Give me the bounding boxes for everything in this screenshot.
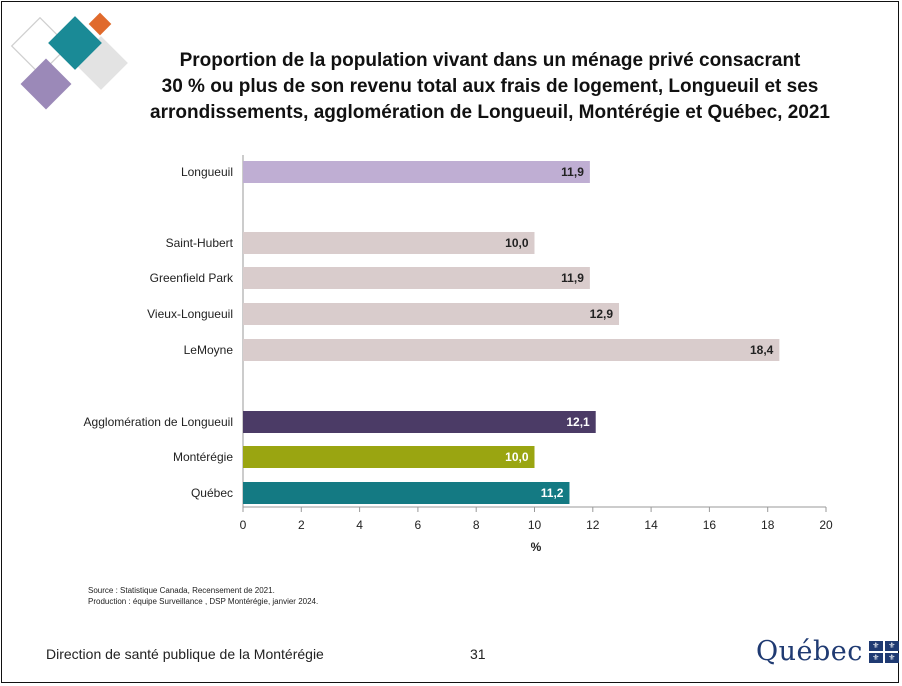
chart-notes: Source : Statistique Canada, Recensement… xyxy=(88,585,318,607)
bar xyxy=(243,232,535,254)
bar xyxy=(243,411,596,433)
x-tick-label: 12 xyxy=(586,518,600,532)
chart-title: Proportion de la population vivant dans … xyxy=(110,48,870,126)
diamond-outline-icon xyxy=(10,16,70,76)
x-tick-label: 0 xyxy=(240,518,247,532)
x-tick-label: 10 xyxy=(528,518,542,532)
quebec-logo-text: Québec xyxy=(756,636,863,667)
category-label: Québec xyxy=(191,486,233,500)
source-note: Source : Statistique Canada, Recensement… xyxy=(88,586,275,595)
x-tick-label: 14 xyxy=(644,518,658,532)
data-label: 12,9 xyxy=(590,307,614,321)
fleur-de-lis-icon: ⚜ xyxy=(868,640,883,651)
x-tick-label: 20 xyxy=(819,518,833,532)
bar xyxy=(243,267,590,289)
footer-organization: Direction de santé publique de la Montér… xyxy=(46,646,324,662)
x-tick-label: 8 xyxy=(473,518,480,532)
data-label: 12,1 xyxy=(566,415,590,429)
x-tick-label: 18 xyxy=(761,518,775,532)
fleur-de-lis-icon: ⚜ xyxy=(868,652,883,663)
data-label: 11,9 xyxy=(561,165,584,179)
page-number: 31 xyxy=(470,646,486,662)
x-tick-label: 16 xyxy=(703,518,717,532)
x-tick-label: 6 xyxy=(415,518,422,532)
bar xyxy=(243,446,535,468)
fleur-de-lis-flag-icon: ⚜ ⚜ ⚜ ⚜ xyxy=(868,640,899,663)
quebec-logo: Québec ⚜ ⚜ ⚜ ⚜ xyxy=(756,636,899,667)
category-label: Vieux-Longueuil xyxy=(147,307,233,321)
diamond-teal-icon xyxy=(48,16,102,70)
data-label: 10,0 xyxy=(505,450,529,464)
diamond-purple-icon xyxy=(20,58,72,110)
title-line-2: 30 % ou plus de son revenu total aux fra… xyxy=(161,76,819,97)
category-label: Longueuil xyxy=(181,165,233,179)
bar xyxy=(243,339,780,361)
x-tick-label: 2 xyxy=(298,518,305,532)
title-line-3: arrondissements, agglomération de Longue… xyxy=(150,102,830,123)
x-axis-title: % xyxy=(531,540,542,554)
bar xyxy=(243,482,570,504)
bar xyxy=(243,161,590,183)
category-label: Greenfield Park xyxy=(150,271,234,285)
data-label: 18,4 xyxy=(750,343,774,357)
title-line-1: Proportion de la population vivant dans … xyxy=(179,50,801,71)
data-label: 11,2 xyxy=(541,486,564,500)
category-label: Saint-Hubert xyxy=(166,236,234,250)
data-label: 11,9 xyxy=(561,271,584,285)
production-note: Production : équipe Surveillance , DSP M… xyxy=(88,597,319,606)
category-label: Montérégie xyxy=(173,450,233,464)
decorative-diamonds-logo xyxy=(10,12,128,110)
fleur-de-lis-icon: ⚜ xyxy=(884,652,899,663)
category-label: Agglomération de Longueuil xyxy=(84,415,233,429)
category-label: LeMoyne xyxy=(184,343,234,357)
x-tick-label: 4 xyxy=(356,518,363,532)
bar xyxy=(243,303,620,325)
fleur-de-lis-icon: ⚜ xyxy=(884,640,899,651)
diamond-orange-icon xyxy=(88,12,112,36)
data-label: 10,0 xyxy=(505,236,529,250)
